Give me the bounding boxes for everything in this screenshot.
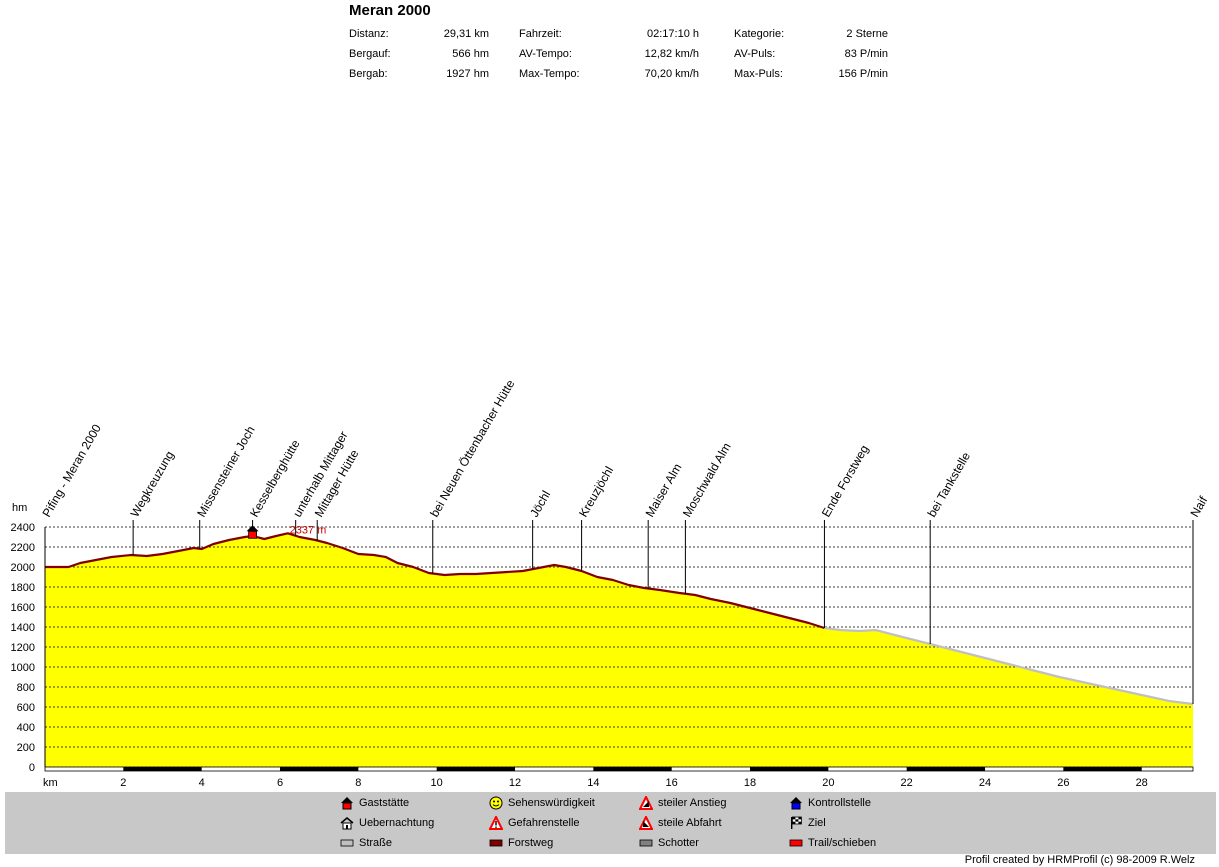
x-tick-label: 22 [901, 777, 913, 789]
waypoint-label: Jöchl [527, 488, 553, 519]
x-tick-label: 16 [666, 777, 678, 789]
elevation-profile-chart: 0200400600800100012001400160018002000220… [11, 377, 1211, 789]
page-title: Meran 2000 [349, 2, 431, 19]
legend-label: Gefahrenstelle [508, 817, 580, 829]
legend-label: Kontrollstelle [808, 797, 871, 809]
x-tick-label: 4 [199, 777, 205, 789]
y-axis-label: hm [12, 502, 27, 514]
x-tick-label: 18 [744, 777, 756, 789]
stat-value: 29,31 km [443, 28, 489, 40]
stat-value: 70,20 km/h [644, 68, 699, 80]
y-tick-label: 2000 [11, 562, 35, 574]
stat-value: 1927 hm [446, 68, 489, 80]
x-tick-label: 2 [120, 777, 126, 789]
waypoint-label: Pifing - Meran 2000 [39, 422, 104, 520]
y-tick-label: 600 [17, 702, 35, 714]
x-tick-label: 8 [355, 777, 361, 789]
x-axis-segment [123, 767, 202, 771]
stat-label: Kategorie: [734, 28, 785, 40]
stat-value: 566 hm [452, 48, 489, 60]
legend-label: Forstweg [508, 837, 554, 849]
x-tick-label: 12 [509, 777, 521, 789]
waypoint-label: Ende Forstweg [819, 443, 871, 520]
waypoint-label: Missensteiner Joch [194, 424, 257, 520]
stat-label: Bergauf: [349, 48, 391, 60]
hut-icon [340, 817, 354, 830]
surface-line [45, 532, 825, 630]
stat-value: 12,82 km/h [644, 48, 699, 60]
stat-label: AV-Puls: [734, 48, 776, 60]
smiley-icon [489, 796, 503, 810]
x-tick-label: 24 [979, 777, 991, 789]
y-tick-label: 0 [29, 762, 35, 774]
steep-climb-icon [639, 796, 653, 810]
swatch-trail-icon [789, 839, 803, 847]
waypoint-label: bei Tankstelle [925, 449, 974, 519]
x-axis-segment [750, 767, 829, 771]
y-tick-label: 1200 [11, 642, 35, 654]
legend-label: steile Abfahrt [658, 817, 722, 829]
stat-label: Bergab: [349, 68, 388, 80]
waypoint-label: Wegkreuzung [128, 449, 177, 520]
y-tick-label: 1600 [11, 602, 35, 614]
elevation-area [45, 533, 1193, 767]
y-tick-label: 1000 [11, 662, 35, 674]
legend-label: Uebernachtung [359, 817, 435, 829]
house-red-icon [341, 797, 353, 810]
waypoint-label: Kreuzjöchl [576, 464, 616, 520]
max-marker-roof [246, 525, 259, 532]
x-tick-label: 6 [277, 777, 283, 789]
swatch-forest-icon [489, 839, 503, 847]
y-tick-label: 200 [17, 742, 35, 754]
x-tick-label: 14 [587, 777, 599, 789]
max-elevation-label: 2337 m [290, 524, 327, 536]
credit-text: Profil created by HRMProfil (c) 98-2009 … [964, 854, 1195, 866]
x-tick-label: 20 [822, 777, 834, 789]
x-axis-segment [593, 767, 672, 771]
legend-label: Trail/schieben [808, 837, 877, 849]
warning-icon [489, 816, 503, 830]
x-axis-segment [280, 767, 359, 771]
stat-value: 83 P/min [844, 48, 888, 60]
waypoint-label: Naif [1187, 493, 1210, 519]
checkered-flag-icon [791, 816, 802, 829]
stat-label: Fahrzeit: [519, 28, 562, 40]
legend-label: Straße [359, 837, 393, 849]
x-axis-segment [906, 767, 986, 771]
y-tick-label: 2400 [11, 522, 35, 534]
y-tick-label: 2200 [11, 542, 35, 554]
max-marker-house [248, 530, 257, 539]
y-tick-label: 1800 [11, 582, 35, 594]
steep-descent-icon [639, 816, 653, 830]
swatch-street-icon [340, 839, 354, 847]
swatch-gravel-icon [639, 839, 653, 847]
stat-value: 02:17:10 h [647, 28, 699, 40]
stat-label: Max-Puls: [734, 68, 783, 80]
y-tick-label: 800 [17, 682, 35, 694]
waypoint-label: Maiser Alm [643, 461, 685, 519]
legend-label: Schotter [658, 837, 699, 849]
y-tick-label: 1400 [11, 622, 35, 634]
x-axis-segment [1063, 767, 1142, 771]
legend-label: Gaststätte [359, 797, 410, 809]
stat-value: 156 P/min [838, 68, 888, 80]
legend-label: steiler Anstieg [658, 797, 727, 809]
stat-label: Max-Tempo: [519, 68, 580, 80]
legend: Gaststätte Sehenswürdigkeit steiler Anst… [5, 792, 1216, 854]
x-axis-segment [436, 767, 516, 771]
x-tick-label: 26 [1057, 777, 1069, 789]
x-axis-label: km [43, 777, 58, 789]
stat-value: 2 Sterne [846, 28, 888, 40]
x-tick-label: 28 [1136, 777, 1148, 789]
legend-label: Sehenswürdigkeit [508, 797, 595, 809]
legend-label: Ziel [808, 817, 826, 829]
x-tick-label: 10 [431, 777, 443, 789]
stat-label: Distanz: [349, 28, 389, 40]
waypoint-label: Moschwald Alm [680, 440, 734, 519]
house-blue-icon [790, 797, 802, 810]
waypoint-label: bei Neuen Öttenbacher Hütte [427, 377, 517, 519]
stat-label: AV-Tempo: [519, 48, 572, 60]
y-tick-label: 400 [17, 722, 35, 734]
surface-line [824, 626, 1194, 706]
